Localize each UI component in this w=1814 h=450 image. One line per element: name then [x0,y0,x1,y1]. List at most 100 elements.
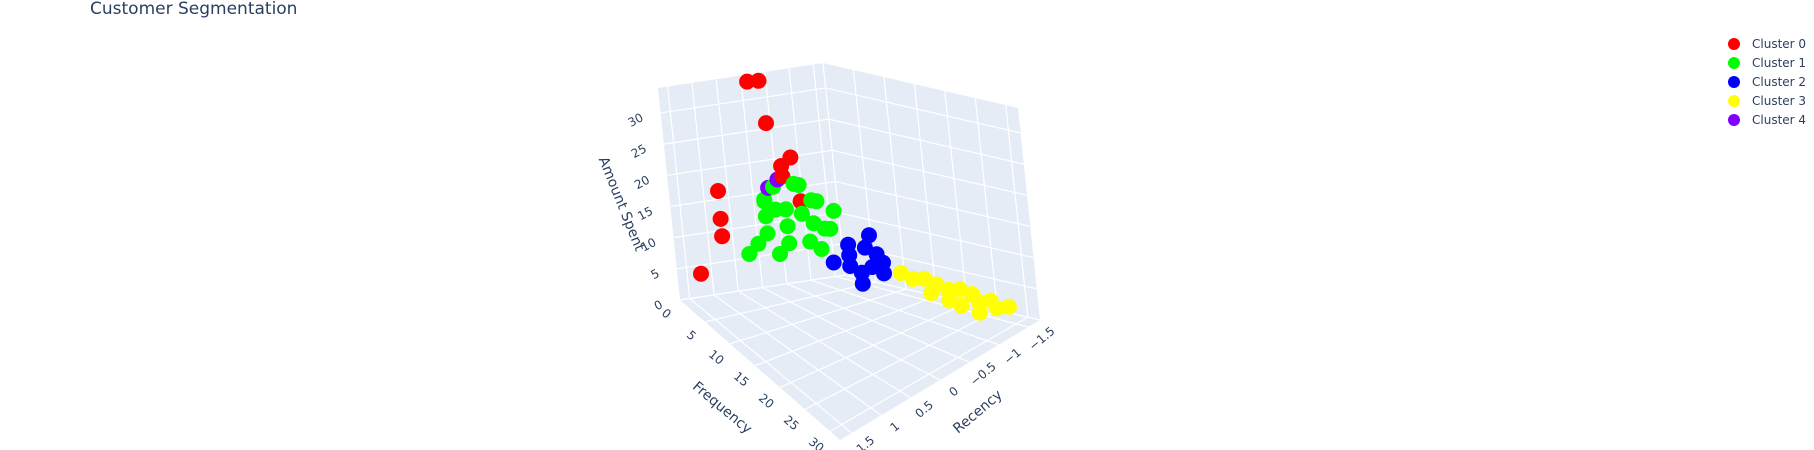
legend-label: Cluster 2 [1752,75,1806,89]
point-cluster-0[interactable] [782,149,799,166]
tick-label-z: 20 [632,173,652,193]
tick-label-x: −1 [1001,345,1024,367]
axis-title-y: Frequency [689,379,755,438]
tick-label-x: 1.5 [854,433,878,450]
grid-line-x-wall [739,75,764,288]
point-cluster-3[interactable] [904,271,921,287]
grid-line-z-wall2 [838,212,1034,259]
legend-marker [1728,95,1740,107]
point-cluster-2[interactable] [842,258,859,274]
point-cluster-0[interactable] [712,210,729,227]
point-cluster-3[interactable] [1000,298,1017,315]
point-cluster-3[interactable] [989,300,1006,317]
grid-line-x-wall [812,64,836,277]
legend[interactable]: Cluster 0 Cluster 1 Cluster 2 Cluster 3 Clus… [1728,37,1806,127]
tick-label-y: 25 [781,413,802,434]
legend-item-cluster-0[interactable]: Cluster 0 [1728,37,1806,51]
grid-line-z-wall2 [828,118,1024,165]
point-cluster-0[interactable] [750,72,767,89]
grid-line-x-wall [691,82,715,295]
grid-line-x-floor [786,283,970,363]
point-cluster-0[interactable] [758,115,774,132]
point-cluster-0[interactable] [774,168,791,185]
point-cluster-3[interactable] [892,265,909,281]
point-cluster-3[interactable] [951,281,968,297]
legend-item-cluster-3[interactable]: Cluster 3 [1728,94,1806,108]
legend-label: Cluster 0 [1752,37,1806,51]
legend-item-cluster-1[interactable]: Cluster 1 [1728,56,1806,70]
point-cluster-1[interactable] [793,205,810,222]
scene-3d[interactable]: 051015202530051015202530−1.5−1−0.500.511… [595,62,1058,450]
tick-label-y: 10 [706,347,727,368]
point-cluster-3[interactable] [928,276,945,293]
grid-line-z-wall2 [825,87,1021,134]
grid-line-x-wall [715,79,739,292]
axis-title-z: Amount Spent [595,155,648,254]
point-cluster-0[interactable] [739,73,756,90]
point-cluster-0[interactable] [714,228,731,245]
point-cluster-2[interactable] [856,239,873,256]
point-cluster-1[interactable] [777,201,794,218]
grid-line-z-wall2 [835,180,1031,228]
point-cluster-2[interactable] [825,254,842,271]
grid-line-x-floor [713,294,882,416]
grid-line-y-wall [913,84,938,297]
point-cluster-1[interactable] [759,225,776,242]
point-cluster-3[interactable] [953,297,970,314]
legend-label: Cluster 3 [1752,94,1806,108]
legend-item-cluster-2[interactable]: Cluster 2 [1728,75,1806,89]
grid-line-z-wall2 [831,149,1028,196]
grid-line-y-wall [974,98,998,311]
point-cluster-1[interactable] [741,246,758,262]
tick-label-x: 0.5 [912,398,936,421]
legend-item-cluster-4[interactable]: Cluster 4 [1728,113,1806,127]
legend-label: Cluster 4 [1752,113,1806,127]
tick-label-x: 1 [887,419,902,435]
tick-label-z: 15 [635,204,655,224]
point-cluster-1[interactable] [822,220,839,237]
grid-line-x-floor [689,298,853,434]
grid-line-y-wall [944,91,968,304]
point-cluster-1[interactable] [779,218,796,235]
point-cluster-1[interactable] [790,177,807,193]
legend-marker [1728,38,1740,50]
point-cluster-1[interactable] [825,202,842,219]
point-cluster-3[interactable] [941,292,958,309]
point-cluster-3[interactable] [971,304,988,321]
legend-marker [1728,57,1740,69]
grid-line-x-floor [737,290,911,399]
grid-line-x-wall [667,86,691,299]
tick-label-z: 30 [626,110,646,130]
tick-label-z: 25 [629,141,649,161]
legend-marker [1728,76,1740,88]
point-cluster-1[interactable] [813,241,830,257]
point-cluster-2[interactable] [861,227,877,244]
tick-label-x: −1.5 [1026,324,1057,353]
chart-title: Customer Segmentation [90,0,297,19]
point-cluster-1[interactable] [750,235,767,252]
point-cluster-1[interactable] [808,193,825,210]
point-cluster-1[interactable] [802,233,819,250]
grid-line-y-wall [883,77,907,290]
point-cluster-2[interactable] [854,275,871,292]
point-cluster-1[interactable] [781,235,798,252]
point-cluster-2[interactable] [876,265,892,282]
grid-line-x-floor [810,279,1000,346]
tick-label-y: 5 [684,328,699,344]
tick-label-x: 0 [946,384,961,400]
floor-pane [680,275,1040,440]
point-cluster-0[interactable] [693,265,709,282]
legend-label: Cluster 1 [1752,56,1806,70]
legend-marker [1728,114,1740,126]
tick-label-x: −0.5 [967,359,998,388]
point-cluster-3[interactable] [916,270,933,287]
point-cluster-0[interactable] [710,183,726,199]
tick-label-z: 10 [639,235,659,255]
tick-label-y: 20 [756,391,777,412]
tick-label-y: 30 [806,435,827,450]
point-cluster-1[interactable] [772,246,788,262]
grid-line-x-floor [762,286,941,381]
grid-line-y-wall [822,62,846,276]
tick-label-y: 15 [731,369,752,390]
